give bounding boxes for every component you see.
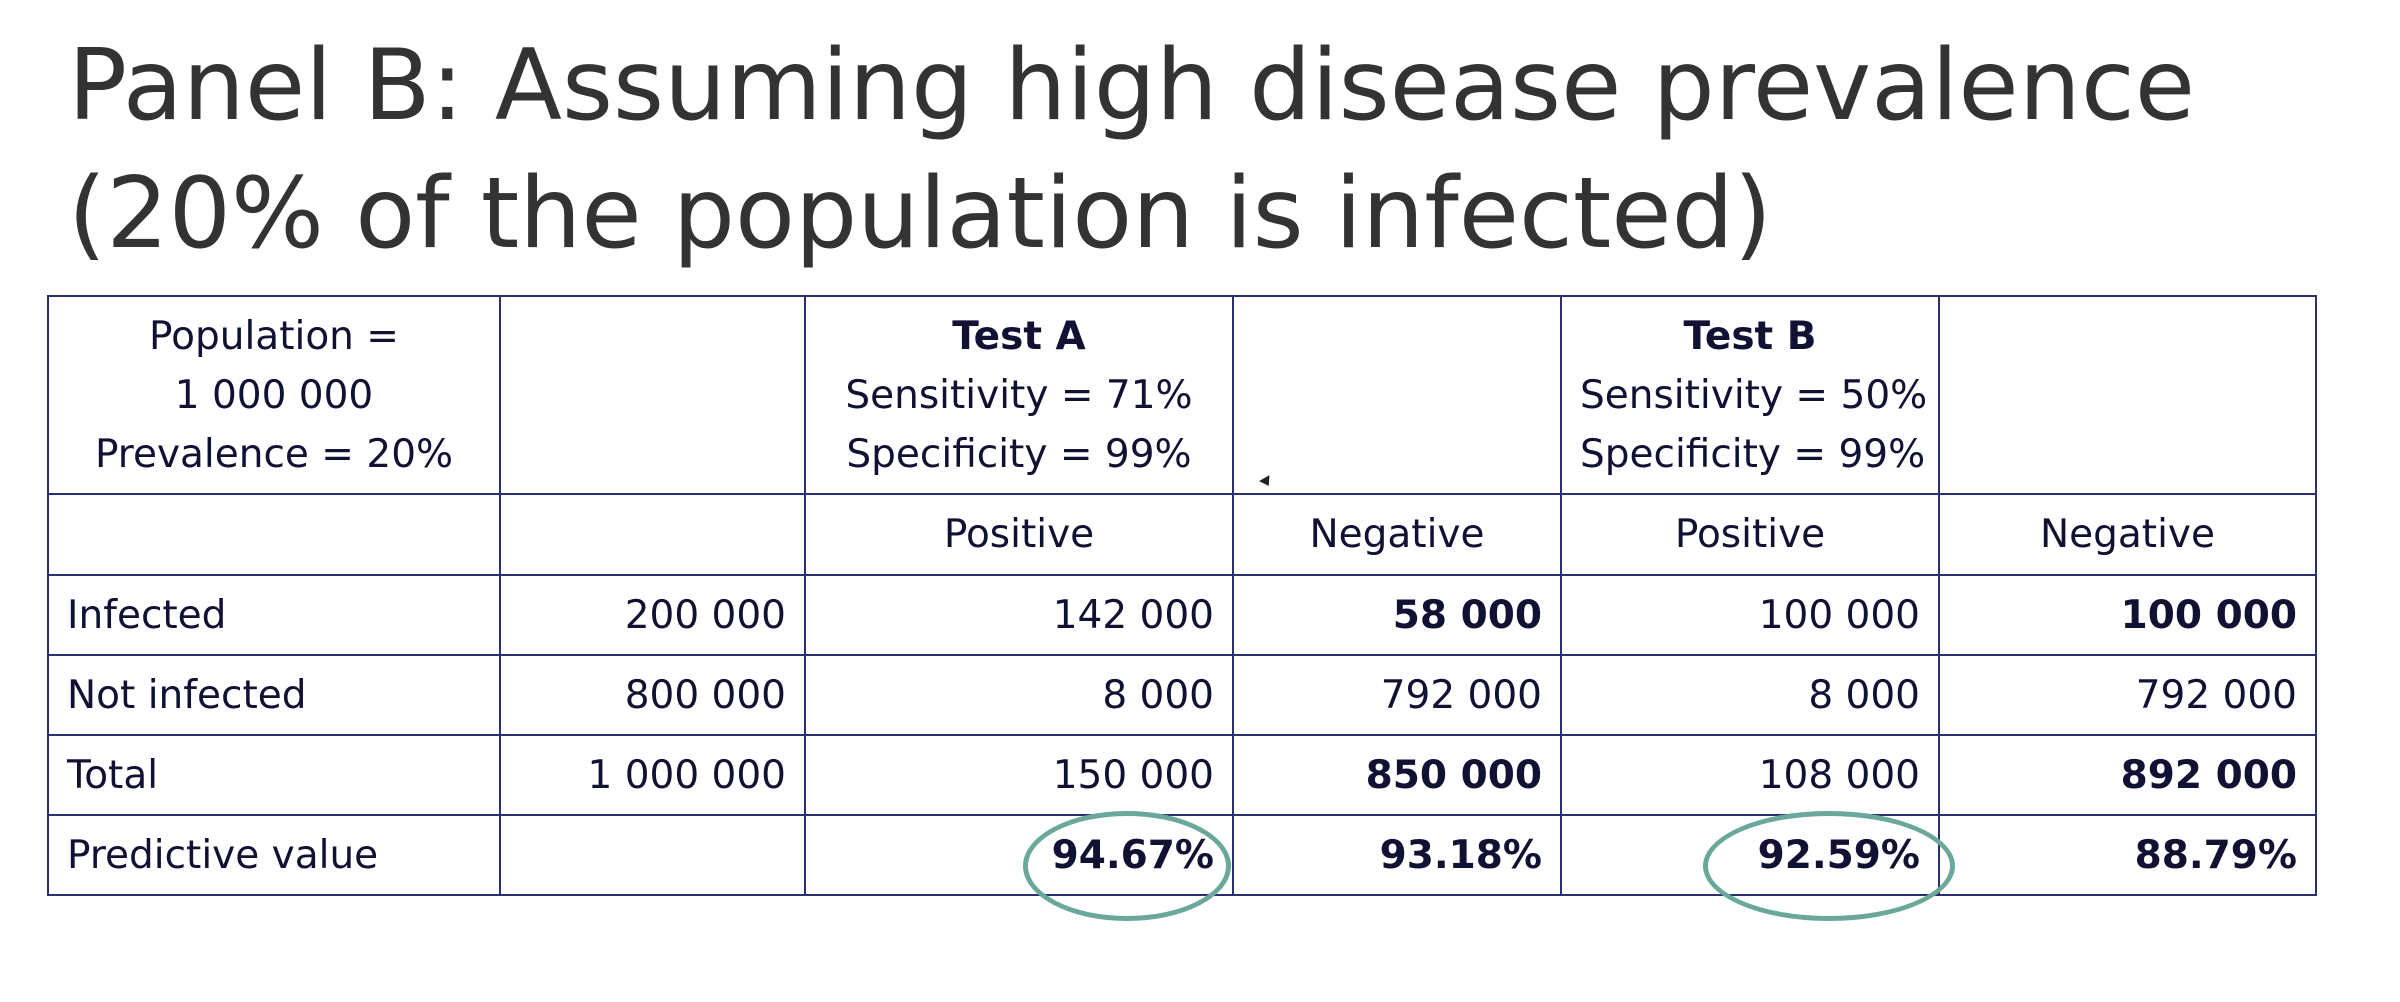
test-a-negative-value: 850 000: [1232, 734, 1562, 816]
table-subheader-row: Positive Negative Positive Negative: [47, 493, 2317, 576]
test-a-positive-value: 8 000: [804, 654, 1234, 736]
test-b-negative-value: 892 000: [1938, 734, 2317, 816]
test-b-negative-predictive-value: 88.79%: [1938, 814, 2317, 896]
test-a-positive-value: 142 000: [804, 574, 1234, 656]
empty-header-cell: [499, 295, 806, 495]
test-a-specificity: Specificity = 99%: [846, 431, 1192, 477]
test-b-specificity: Specificity = 99%: [1580, 431, 1926, 477]
test-a-name: Test A: [952, 313, 1086, 359]
test-a-sensitivity: Sensitivity = 71%: [845, 372, 1193, 418]
test-a-negative-header: Negative: [1232, 493, 1562, 576]
test-b-positive-value: 8 000: [1560, 654, 1940, 736]
table-row: Not infected 800 000 8 000 792 000 8 000…: [47, 654, 2317, 736]
empty-subheader-cell: [47, 493, 501, 576]
table-row: Predictive value 94.67% 93.18% 92.59% 88…: [47, 814, 2317, 896]
row-count: 800 000: [499, 654, 806, 736]
population-label: Population =: [149, 313, 399, 359]
test-b-positive-value: 100 000: [1560, 574, 1940, 656]
title-line-1: Panel B: Assuming high disease prevalenc…: [68, 29, 2196, 143]
row-count: [499, 814, 806, 896]
test-a-positive-predictive-value: 94.67%: [804, 814, 1234, 896]
test-b-negative-header: Negative: [1938, 493, 2317, 576]
test-a-negative-value: 792 000: [1232, 654, 1562, 736]
test-b-negative-value: 792 000: [1938, 654, 2317, 736]
population-cell: Population = 1 000 000 Prevalence = 20%: [47, 295, 501, 495]
test-a-negative-value: 58 000: [1232, 574, 1562, 656]
title-line-2: (20% of the population is infected): [68, 157, 1773, 271]
test-b-name: Test B: [1683, 313, 1817, 359]
row-label: Not infected: [47, 654, 501, 736]
test-a-header: Test A Sensitivity = 71% Specificity = 9…: [804, 295, 1234, 495]
row-label: Predictive value: [47, 814, 501, 896]
empty-header-cell: [1232, 295, 1562, 495]
empty-header-cell: [1938, 295, 2317, 495]
row-label: Infected: [47, 574, 501, 656]
slide-title: Panel B: Assuming high disease prevalenc…: [68, 22, 2195, 278]
table-row: Infected 200 000 142 000 58 000 100 000 …: [47, 574, 2317, 656]
test-b-positive-predictive-value: 92.59%: [1560, 814, 1940, 896]
test-b-sensitivity: Sensitivity = 50%: [1580, 372, 1928, 418]
population-value: 1 000 000: [174, 372, 374, 418]
predictive-value-table: Population = 1 000 000 Prevalence = 20% …: [47, 295, 2317, 896]
empty-subheader-cell: [499, 493, 806, 576]
test-b-positive-value: 108 000: [1560, 734, 1940, 816]
row-count: 1 000 000: [499, 734, 806, 816]
test-a-positive-header: Positive: [804, 493, 1234, 576]
test-a-positive-value: 150 000: [804, 734, 1234, 816]
row-count: 200 000: [499, 574, 806, 656]
table-header-row: Population = 1 000 000 Prevalence = 20% …: [47, 295, 2317, 495]
prevalence-label: Prevalence = 20%: [94, 431, 454, 477]
test-b-header: Test B Sensitivity = 50% Specificity = 9…: [1560, 295, 1940, 495]
test-a-negative-predictive-value: 93.18%: [1232, 814, 1562, 896]
test-b-positive-header: Positive: [1560, 493, 1940, 576]
row-label: Total: [47, 734, 501, 816]
table-row: Total 1 000 000 150 000 850 000 108 000 …: [47, 734, 2317, 816]
test-b-negative-value: 100 000: [1938, 574, 2317, 656]
